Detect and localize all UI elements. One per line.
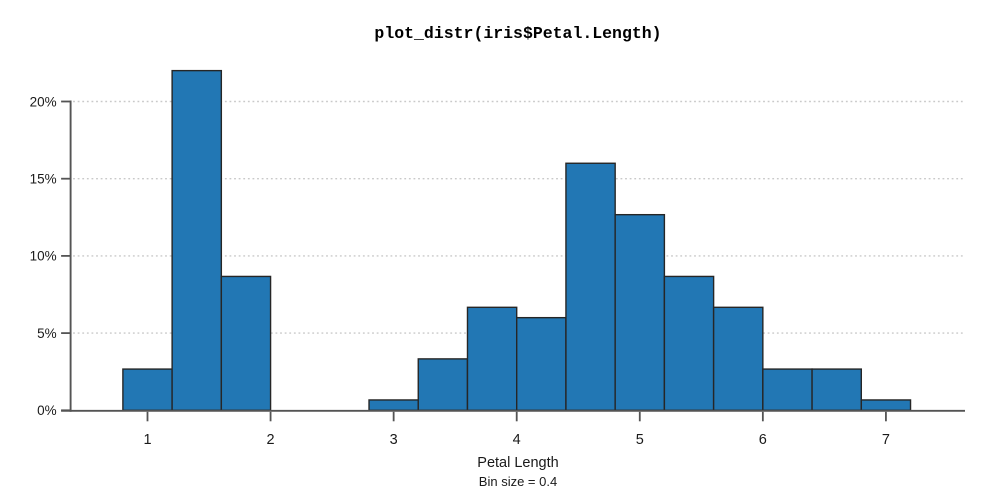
- y-tick-label: 20%: [30, 94, 57, 109]
- histogram-bar: [368, 399, 419, 412]
- histogram-bar: [417, 358, 469, 411]
- histogram-bar: [565, 162, 616, 411]
- histogram-bar: [663, 275, 715, 412]
- x-tick-label: 2: [267, 432, 275, 448]
- x-tick-label: 6: [759, 432, 767, 448]
- y-tick-label: 10%: [30, 249, 57, 264]
- x-tick-label: 5: [636, 432, 644, 448]
- histogram-bar: [220, 275, 272, 412]
- y-tick-label: 0%: [37, 403, 57, 418]
- histogram-bar: [762, 368, 813, 411]
- histogram-bar: [466, 306, 518, 411]
- histogram-bar: [811, 368, 863, 411]
- y-tick-label: 5%: [37, 326, 57, 341]
- x-tick-label: 4: [513, 432, 521, 448]
- histogram-bar: [860, 399, 912, 412]
- y-tick-label: 15%: [30, 172, 57, 187]
- x-tick-label: 3: [390, 432, 398, 448]
- x-tick-label: 7: [882, 432, 890, 448]
- histogram-bar: [614, 213, 666, 412]
- histogram-bar: [171, 69, 223, 411]
- x-axis-label: Petal Length: [477, 455, 559, 471]
- histogram-bar: [516, 316, 567, 412]
- histogram-bar: [712, 306, 764, 411]
- chart-title: plot_distr(iris$Petal.Length): [374, 24, 662, 43]
- x-tick-label: 1: [143, 432, 151, 448]
- histogram-bar: [122, 368, 173, 411]
- bin-size-note: Bin size = 0.4: [478, 474, 558, 489]
